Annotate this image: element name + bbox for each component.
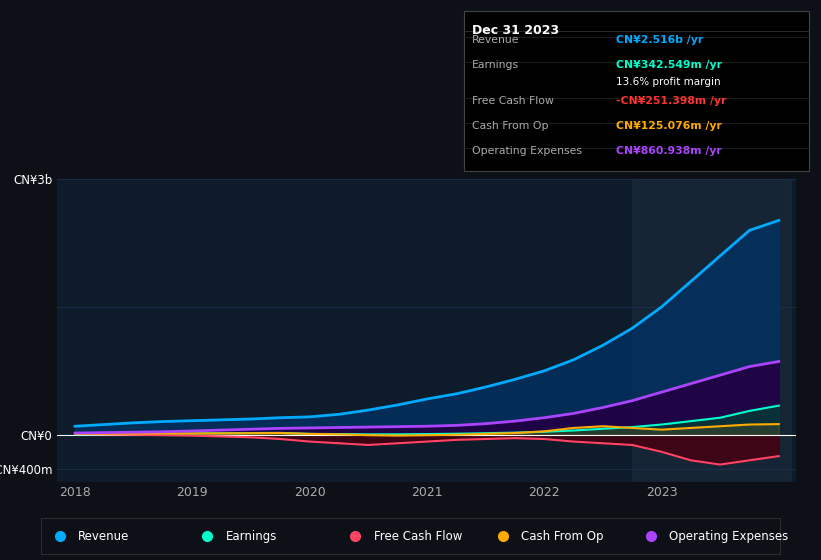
Text: Dec 31 2023: Dec 31 2023 [472,24,559,36]
Bar [632,179,791,482]
Text: Cash From Op: Cash From Op [472,121,548,131]
Text: Operating Expenses: Operating Expenses [669,530,788,543]
Text: Revenue: Revenue [78,530,130,543]
Text: 13.6% profit margin: 13.6% profit margin [616,77,720,87]
Text: Earnings: Earnings [472,60,519,69]
Text: Cash From Op: Cash From Op [521,530,603,543]
Text: -CN¥251.398m /yr: -CN¥251.398m /yr [616,96,726,106]
Text: Operating Expenses: Operating Expenses [472,146,582,156]
Text: CN¥125.076m /yr: CN¥125.076m /yr [616,121,722,131]
Text: Revenue: Revenue [472,35,520,45]
Text: CN¥2.516b /yr: CN¥2.516b /yr [616,35,703,45]
Text: CN¥342.549m /yr: CN¥342.549m /yr [616,60,722,69]
Text: Free Cash Flow: Free Cash Flow [472,96,554,106]
Text: Earnings: Earnings [226,530,277,543]
Text: CN¥860.938m /yr: CN¥860.938m /yr [616,146,722,156]
Text: Free Cash Flow: Free Cash Flow [374,530,462,543]
